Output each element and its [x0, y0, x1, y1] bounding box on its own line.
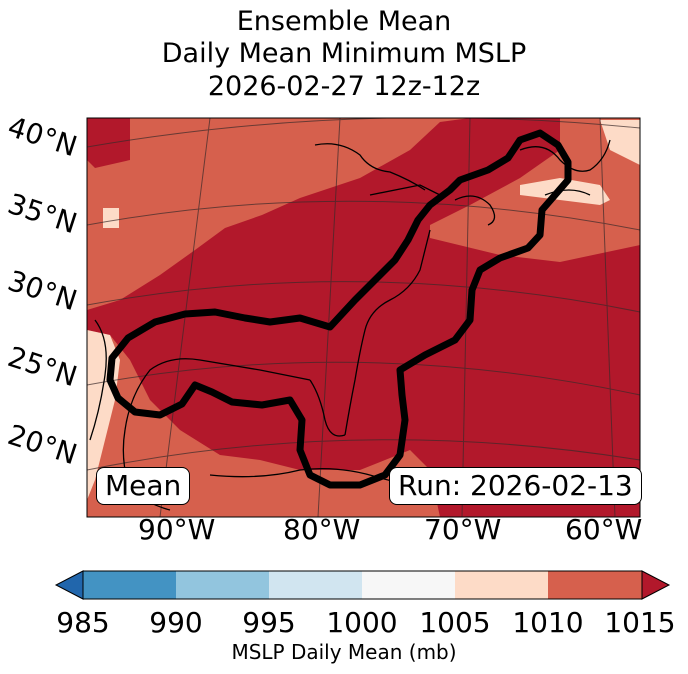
title-line-3: 2026-02-27 12z-12z [207, 71, 481, 102]
colorbar [54, 570, 671, 600]
colorbar-bin-1005-1010 [455, 571, 548, 599]
run-date-box: Run: 2026-02-13 [389, 467, 642, 505]
colorbar-bin-1000-1005 [362, 571, 455, 599]
lon-label-70w: 70°W [424, 513, 502, 546]
colorbar-under-triangle [54, 570, 84, 600]
pressure-field-pixel [103, 208, 119, 228]
colorbar-tick-1000: 1000 [326, 606, 398, 639]
colorbar-tick-990: 990 [149, 606, 203, 639]
colorbar-label: MSLP Daily Mean (mb) [231, 640, 457, 664]
colorbar-bin-1010-1015 [548, 571, 642, 599]
colorbar-tick-1010: 1010 [512, 606, 584, 639]
colorbar-tick-1015: 1015 [604, 606, 676, 639]
lon-label-90w: 90°W [138, 513, 216, 546]
graticule [87, 118, 640, 517]
lon-label-60w: 60°W [565, 513, 643, 546]
title-line-1: Ensemble Mean [236, 6, 452, 37]
colorbar-tick-1005: 1005 [419, 606, 491, 639]
title-line-2: Daily Mean Minimum MSLP [161, 38, 527, 69]
lon-label-80w: 80°W [283, 513, 361, 546]
colorbar-tick-995: 995 [242, 606, 296, 639]
colorbar-over-triangle [641, 570, 671, 600]
mean-label-box: Mean [96, 467, 191, 505]
colorbar-tick-985: 985 [56, 606, 110, 639]
colorbar-bin-990-995 [176, 571, 269, 599]
colorbar-bin-985-990 [83, 571, 176, 599]
map-frame [86, 117, 641, 518]
pressure-field-over-1015 [87, 118, 640, 517]
mslp-contour [106, 129, 572, 489]
colorbar-bin-995-1000 [269, 571, 362, 599]
